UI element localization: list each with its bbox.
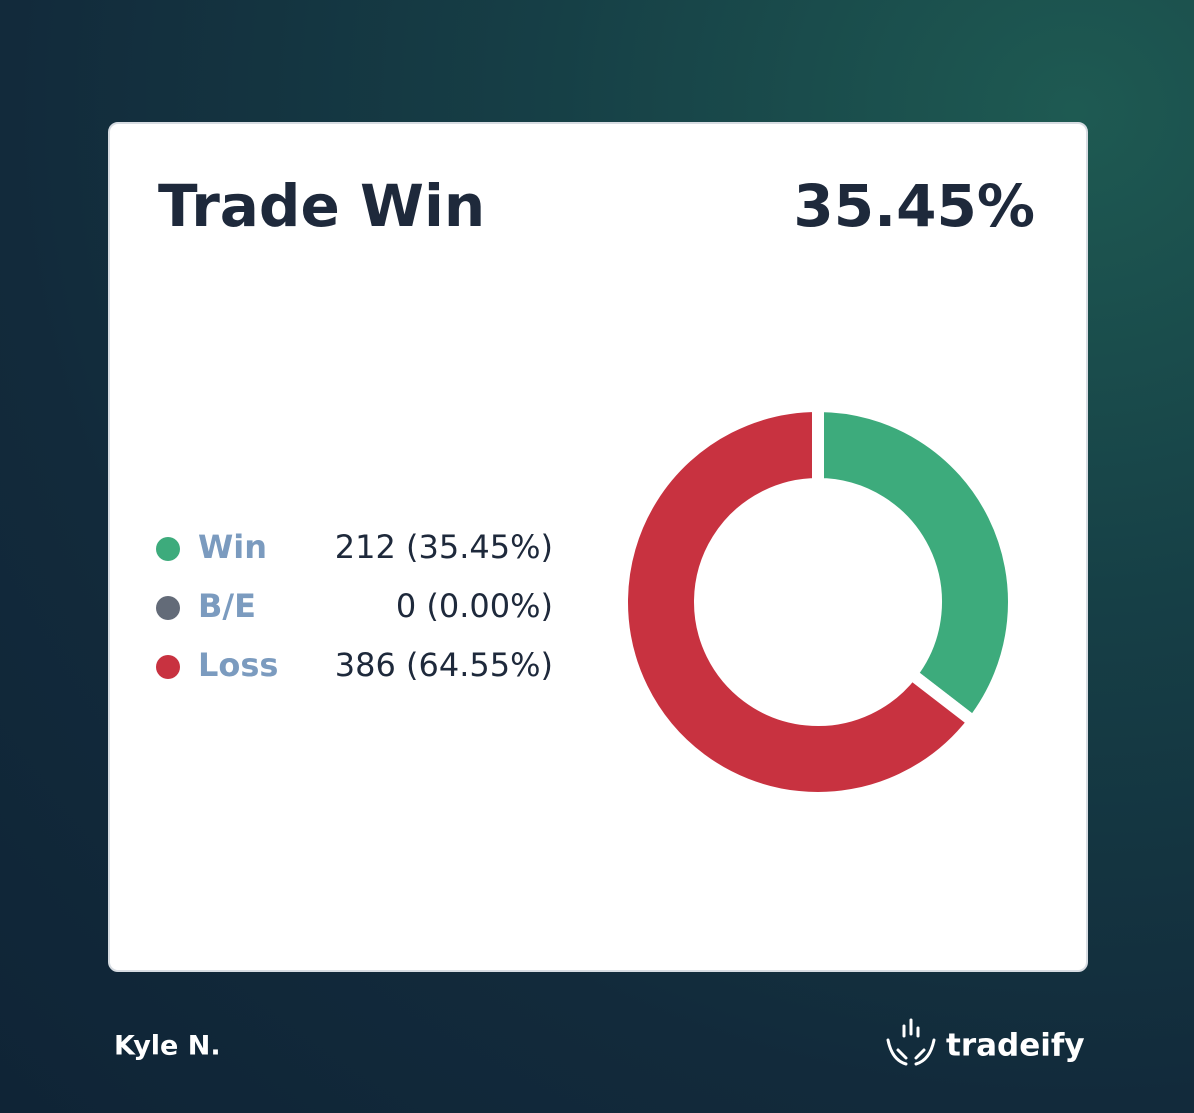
legend-label: Loss: [198, 646, 278, 684]
headline: 35.45%: [793, 172, 1035, 240]
user-name: Kyle N.: [114, 1031, 221, 1062]
card-title: Trade Win: [158, 172, 485, 240]
legend-label: B/E: [198, 587, 256, 625]
legend-value: 212 (35.45%): [335, 528, 553, 566]
legend-dot: [156, 596, 180, 620]
legend-dot: [156, 655, 180, 679]
legend-dot: [156, 537, 180, 561]
legend-label: Win: [198, 528, 267, 566]
brand-name: tradeify: [946, 1028, 1085, 1064]
donut-segment: [616, 400, 980, 804]
legend-value: 386 (64.55%): [335, 646, 553, 684]
donut-segment: [812, 400, 1020, 728]
brand-logo: [886, 1018, 936, 1066]
legend-value: 0 (0.00%): [396, 587, 553, 625]
